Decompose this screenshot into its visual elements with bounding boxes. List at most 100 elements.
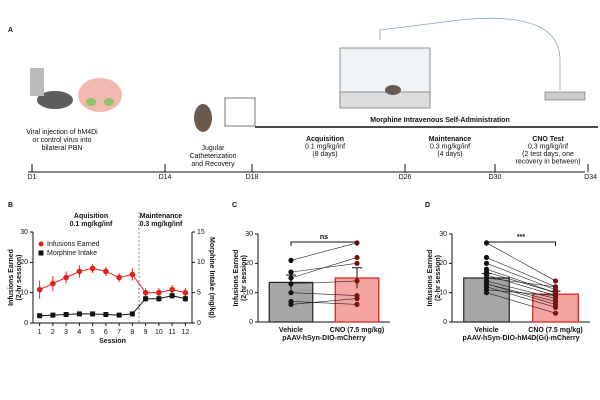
x-axis-label: pAAV-hSyn-DIO-mCherry: [282, 335, 366, 342]
y-tick-label: 0: [249, 319, 253, 326]
subject-point: [552, 284, 559, 290]
point: [103, 312, 109, 318]
x-tick-label: 12: [181, 329, 189, 336]
point: [169, 293, 175, 299]
phase-text: (4 days): [437, 151, 462, 158]
subject-line: [290, 257, 358, 279]
y-axis-label: (2-hr session): [241, 255, 248, 301]
significance: ***: [517, 234, 525, 241]
subject-line: [290, 298, 358, 305]
y-tick-label: 10: [20, 290, 28, 297]
mouse-icon: [194, 104, 212, 132]
subject-point: [354, 295, 360, 302]
phase-text: (2 test days, one: [522, 151, 574, 158]
y-axis-label: (2-hr session): [16, 255, 23, 301]
series-line: [39, 295, 186, 317]
y2-tick-label: 15: [197, 229, 205, 236]
point: [63, 312, 69, 318]
subject-line: [486, 292, 556, 314]
phase-text: Maintenance: [429, 136, 472, 143]
y-axis-label: (2-hr session): [435, 255, 442, 301]
y-tick-label: 30: [245, 231, 253, 238]
subject-point: [354, 301, 360, 307]
tubing-icon: [379, 17, 561, 90]
subject-line: [486, 277, 556, 288]
day-label: D14: [159, 174, 172, 181]
x-tick-label: 9: [144, 329, 148, 336]
phase-text: Acquisition: [306, 136, 344, 143]
subject-line: [290, 280, 358, 285]
grid-floor-icon: [339, 91, 431, 109]
day-label: D26: [399, 174, 412, 181]
y-tick-label: 0: [24, 320, 28, 327]
annotation: 0.1 mg/kg/inf: [70, 221, 113, 228]
subject-point: [288, 301, 294, 307]
day-label: D1: [28, 174, 37, 181]
significance: ns: [320, 234, 328, 241]
legend-marker: [38, 241, 44, 247]
y2-tick-label: 10: [197, 259, 205, 266]
y-tick-label: 20: [439, 260, 447, 267]
inset-icon: [224, 97, 256, 127]
subject-point: [354, 260, 360, 266]
subject-point: [483, 290, 490, 296]
x-tick-label: 5: [91, 329, 95, 336]
point: [63, 274, 69, 281]
y2-tick-label: 0: [197, 320, 201, 327]
point: [50, 280, 56, 287]
stereotax-icon: [30, 68, 44, 96]
y-tick-label: 20: [20, 259, 28, 266]
point: [116, 274, 122, 281]
step-text: bilateral PBN: [42, 145, 83, 152]
subject-line: [486, 242, 556, 282]
y-axis-label: Infusions Earned: [427, 250, 434, 307]
step-text: or control virus into: [32, 137, 91, 144]
subject-line: [486, 283, 556, 305]
subject-point: [288, 257, 294, 263]
x-tick-label: 1: [38, 329, 42, 336]
x-tick-label: CNO (7.5 mg/kg): [528, 327, 582, 334]
x-axis-label: Session: [99, 338, 126, 345]
y-tick-label: 20: [245, 260, 253, 267]
phase-text: recovery in between): [516, 158, 581, 165]
point: [103, 268, 109, 275]
phase-text: (8 days): [312, 151, 337, 158]
point: [142, 289, 149, 296]
subject-line: [486, 280, 556, 299]
panel-label: C: [232, 202, 237, 209]
step-text: Jugular: [202, 145, 226, 152]
point: [116, 312, 122, 318]
point: [182, 289, 189, 296]
series-line: [39, 267, 186, 294]
point: [50, 312, 56, 318]
x-tick-label: Vehicle: [474, 327, 498, 334]
point: [143, 296, 149, 302]
x-tick-label: 11: [168, 329, 175, 336]
y2-tick-label: 5: [197, 290, 201, 297]
x-tick-label: 8: [130, 329, 134, 336]
point: [76, 268, 83, 275]
y-tick-label: 10: [439, 290, 447, 297]
subject-point: [288, 281, 294, 287]
x-tick-label: 10: [155, 329, 163, 336]
step-text: Viral injection of hM4Di: [26, 129, 98, 136]
legend-label: Morphine Intake: [47, 250, 97, 257]
point: [129, 271, 136, 278]
y-tick-label: 30: [20, 229, 28, 236]
phase-title: Morphine Intravenous Self-Administration: [370, 117, 510, 124]
annotation: Aquisition: [74, 213, 108, 220]
y-tick-label: 30: [439, 231, 447, 238]
subject-line: [290, 301, 358, 305]
day-label: D34: [584, 174, 597, 181]
point: [156, 296, 162, 302]
point: [89, 265, 96, 272]
legend-label: Infusions Earned: [47, 241, 100, 248]
point: [129, 311, 135, 317]
significance-bracket: [290, 241, 358, 246]
annotation: Maintenance: [140, 213, 183, 220]
phase-text: 0.3 mg/kg/inf: [528, 143, 568, 150]
subject-point: [288, 290, 294, 296]
y-axis-label: Infusions Earned: [8, 249, 15, 306]
x-tick-label: CNO (7.5 mg/kg): [330, 327, 384, 334]
pbn-icon: [104, 98, 114, 106]
